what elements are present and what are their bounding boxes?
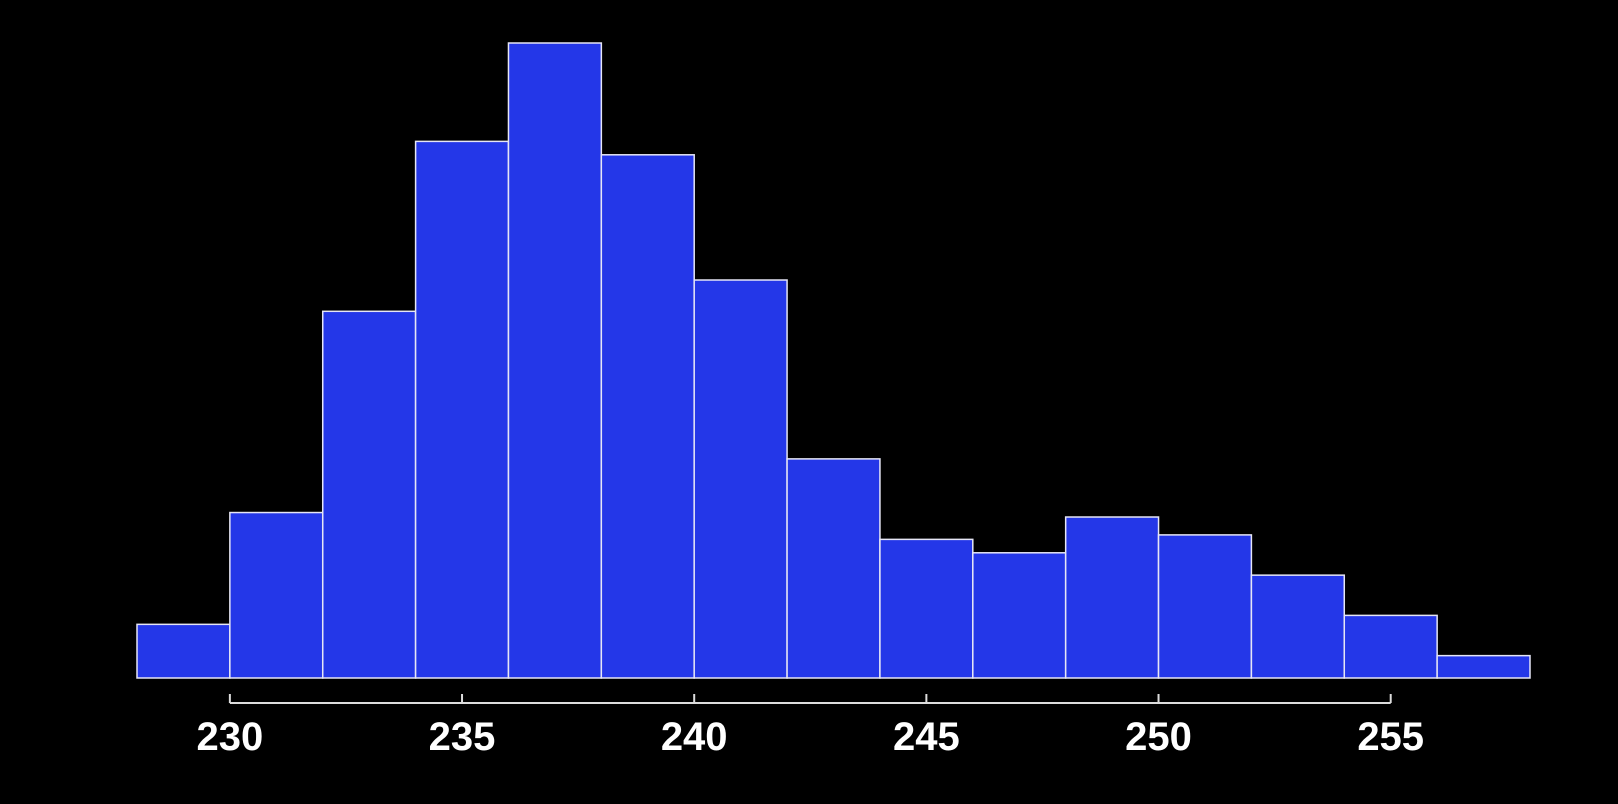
histogram-bar-246-248: [972, 552, 1067, 679]
x-tick-label-235: 235: [429, 715, 496, 759]
histogram-bar-240-242: [693, 279, 788, 679]
histogram-bar-228-230: [136, 623, 231, 679]
x-tick-label-250: 250: [1125, 715, 1192, 759]
x-tick-label-255: 255: [1357, 715, 1424, 759]
histogram-bar-252-254: [1250, 574, 1346, 679]
histogram-bar-256-258: [1436, 654, 1531, 679]
x-tick-label-245: 245: [893, 715, 960, 759]
x-tick-label-240: 240: [661, 715, 728, 759]
histogram-bar-236-238: [507, 42, 603, 679]
histogram-bar-250-252: [1157, 534, 1253, 679]
histogram-bar-242-244: [786, 458, 881, 679]
histogram-bar-232-234: [321, 310, 417, 679]
histogram-bar-248-250: [1064, 516, 1160, 679]
histogram-bar-234-236: [414, 140, 510, 679]
histogram-bar-244-246: [879, 538, 974, 679]
histogram-bar-254-256: [1343, 614, 1438, 679]
x-axis: 230 235 240 245 250 255: [196, 694, 1424, 759]
histogram-bar-238-240: [600, 154, 695, 679]
bars-layer: [136, 42, 1531, 679]
x-tick-label-230: 230: [196, 715, 263, 759]
histogram-bar-230-232: [229, 511, 324, 679]
